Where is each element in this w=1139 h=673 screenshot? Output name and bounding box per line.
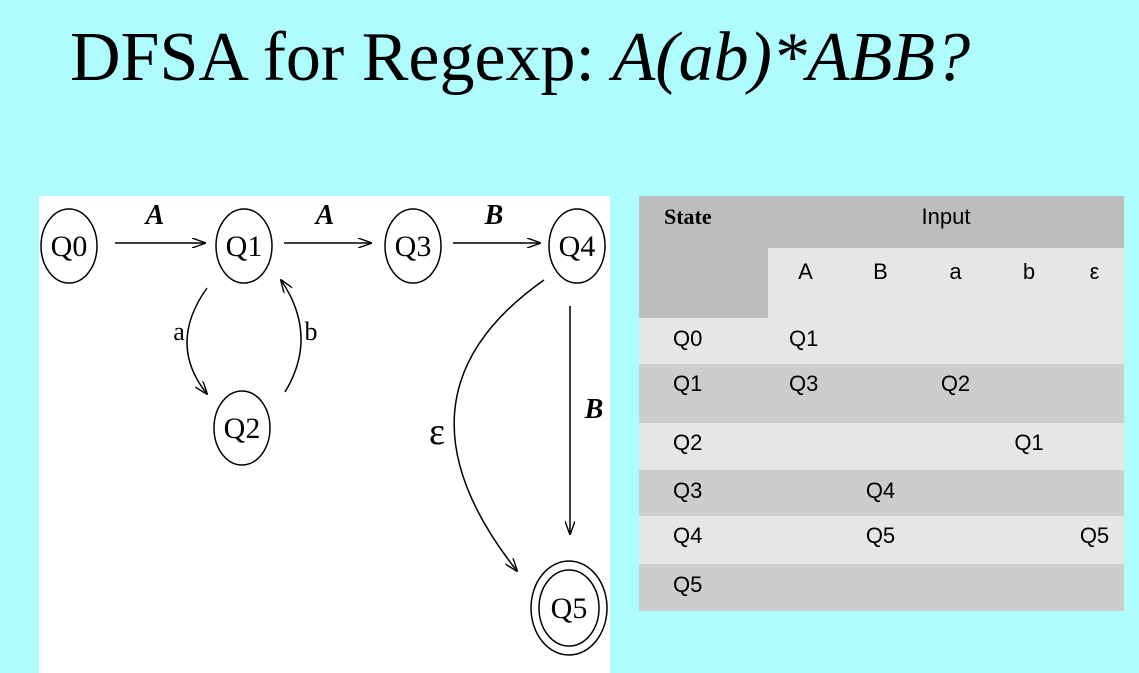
cell: [993, 516, 1065, 564]
cell: Q1: [993, 423, 1065, 470]
table-input-header: Input: [921, 204, 971, 229]
title-regexp: A(ab)*ABB?: [612, 19, 971, 96]
table-row: Q5: [639, 564, 1124, 611]
transition-q1-q2: a: [173, 287, 207, 394]
row-state: Q5: [639, 564, 768, 611]
transition-q0-q1-label: A: [144, 200, 165, 231]
cell: [843, 318, 918, 364]
cell: [843, 423, 918, 470]
cell: [993, 470, 1065, 516]
transition-q4-q5-epsilon: ε: [429, 279, 545, 571]
table-row: Q4 Q5 Q5: [639, 516, 1124, 564]
state-q5-accepting: Q5: [530, 560, 608, 656]
cell: [768, 423, 843, 470]
transition-q4-q5-epsilon-label: ε: [429, 411, 445, 453]
table-col-b-lower: b: [1022, 259, 1036, 284]
page-title: DFSA for Regexp: A(ab)*ABB?: [70, 18, 970, 98]
state-q0: Q0: [40, 208, 98, 284]
state-q4: Q4: [548, 208, 606, 284]
state-q3: Q3: [384, 208, 442, 284]
state-q2-label: Q2: [224, 412, 261, 445]
state-q2: Q2: [213, 390, 271, 466]
state-q3-label: Q3: [395, 230, 432, 263]
state-q1-label: Q1: [226, 230, 263, 263]
table-row: Q3 Q4: [639, 470, 1124, 516]
cell: [918, 564, 993, 611]
cell: [768, 516, 843, 564]
transition-q0-q1: A: [115, 200, 205, 243]
row-state: Q3: [639, 470, 768, 516]
cell: [993, 564, 1065, 611]
dfsa-diagram: Q0 Q1 Q2 Q3 Q4 Q5 A A: [39, 196, 610, 673]
cell: Q5: [1065, 516, 1124, 564]
transition-q3-q4-label: B: [484, 200, 504, 231]
transition-q3-q4: B: [453, 200, 540, 243]
transition-q4-q5-b: B: [570, 306, 603, 534]
cell: [1065, 318, 1124, 364]
table-col-a-upper: A: [798, 259, 813, 284]
transition-q1-q2-label: a: [173, 317, 185, 346]
cell: Q4: [843, 470, 918, 516]
cell: [1065, 423, 1124, 470]
cell: [993, 318, 1065, 364]
cell: Q2: [918, 364, 993, 423]
cell: Q5: [843, 516, 918, 564]
table-col-b-upper: B: [873, 259, 888, 284]
cell: [918, 423, 993, 470]
cell: [1065, 364, 1124, 423]
transition-q1-q3: A: [284, 200, 371, 243]
transition-q1-q3-label: A: [314, 200, 335, 231]
transition-q4-q5-b-label: B: [584, 394, 604, 425]
table-row: Q2 Q1: [639, 423, 1124, 470]
cell: [1065, 470, 1124, 516]
row-state: Q0: [639, 318, 768, 364]
state-q4-label: Q4: [559, 230, 596, 263]
state-q1: Q1: [215, 208, 273, 284]
table-row: Q0 Q1: [639, 318, 1124, 364]
state-q0-label: Q0: [51, 230, 88, 263]
cell: [918, 470, 993, 516]
cell: [918, 318, 993, 364]
cell: [843, 364, 918, 423]
row-state: Q4: [639, 516, 768, 564]
cell: [918, 516, 993, 564]
title-prefix: DFSA for Regexp:: [70, 19, 613, 96]
transition-q2-q1-label: b: [305, 317, 318, 346]
cell: [768, 564, 843, 611]
state-q5-label: Q5: [551, 592, 588, 625]
cell: Q1: [768, 318, 843, 364]
cell: [993, 364, 1065, 423]
cell: Q3: [768, 364, 843, 423]
transition-table: State Input A B a b ε Q0 Q1 Q1 Q3 Q2 Q2 …: [639, 196, 1124, 611]
table-col-a-lower: a: [949, 259, 962, 284]
table-state-header: State: [639, 196, 768, 318]
cell: [843, 564, 918, 611]
row-state: Q2: [639, 423, 768, 470]
cell: [1065, 564, 1124, 611]
row-state: Q1: [639, 364, 768, 423]
table-row: Q1 Q3 Q2: [639, 364, 1124, 423]
cell: [768, 470, 843, 516]
transition-q2-q1: b: [281, 280, 318, 393]
table-col-epsilon: ε: [1089, 259, 1100, 284]
